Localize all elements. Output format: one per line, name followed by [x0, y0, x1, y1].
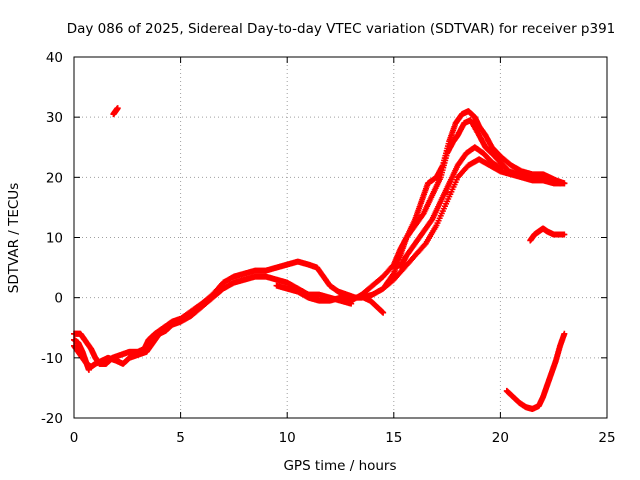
- grid-lines: [74, 57, 607, 418]
- y-tick-label: 40: [46, 50, 63, 66]
- data-point-marker: [497, 165, 504, 172]
- series-arc-rising-main: [348, 117, 564, 304]
- data-point-marker: [561, 231, 568, 238]
- data-point-marker: [561, 330, 568, 337]
- x-axis-ticks: 0 5 10 15 20 25: [70, 57, 616, 446]
- x-tick-label: 10: [279, 430, 296, 446]
- series-arc-isolated-point: [444, 189, 451, 196]
- x-tick-label: 25: [598, 430, 615, 446]
- chart-title: Day 086 of 2025, Sidereal Day-to-day VTE…: [67, 21, 616, 37]
- x-tick-label: 5: [176, 430, 185, 446]
- x-tick-label: 0: [70, 430, 79, 446]
- y-tick-label: 20: [46, 170, 63, 186]
- series-arc-isolated-mid: [360, 294, 387, 316]
- y-axis-label: SDTVAR / TECUs: [6, 183, 22, 293]
- series-arc-isolated-early: [110, 105, 121, 118]
- data-points: [71, 105, 568, 412]
- x-tick-label: 20: [492, 430, 509, 446]
- series-arc-rising-lower: [397, 144, 504, 271]
- series-arc-late-low: [503, 330, 568, 412]
- y-tick-label: 10: [46, 231, 63, 247]
- series-arc-early-left: [71, 342, 92, 373]
- y-tick-label: 0: [54, 291, 63, 307]
- y-tick-label: -10: [41, 351, 63, 367]
- y-axis-ticks: -20 -10 0 10 20 30 40: [41, 50, 607, 427]
- series-arc-rising-upper: [382, 108, 568, 289]
- data-point-marker: [380, 309, 387, 316]
- series-arc-main-high: [71, 258, 359, 367]
- series-arc-late-mid: [527, 225, 568, 244]
- y-tick-label: -20: [41, 411, 63, 427]
- data-point-marker: [114, 105, 121, 112]
- data-point-marker: [561, 180, 568, 187]
- x-axis-label: GPS time / hours: [283, 458, 396, 474]
- plot-frame: [73, 56, 608, 419]
- y-tick-label: 30: [46, 110, 63, 126]
- series-arc-main-low: [71, 273, 355, 370]
- data-point-marker: [444, 189, 451, 196]
- data-point-marker: [85, 366, 92, 373]
- x-tick-label: 15: [385, 430, 402, 446]
